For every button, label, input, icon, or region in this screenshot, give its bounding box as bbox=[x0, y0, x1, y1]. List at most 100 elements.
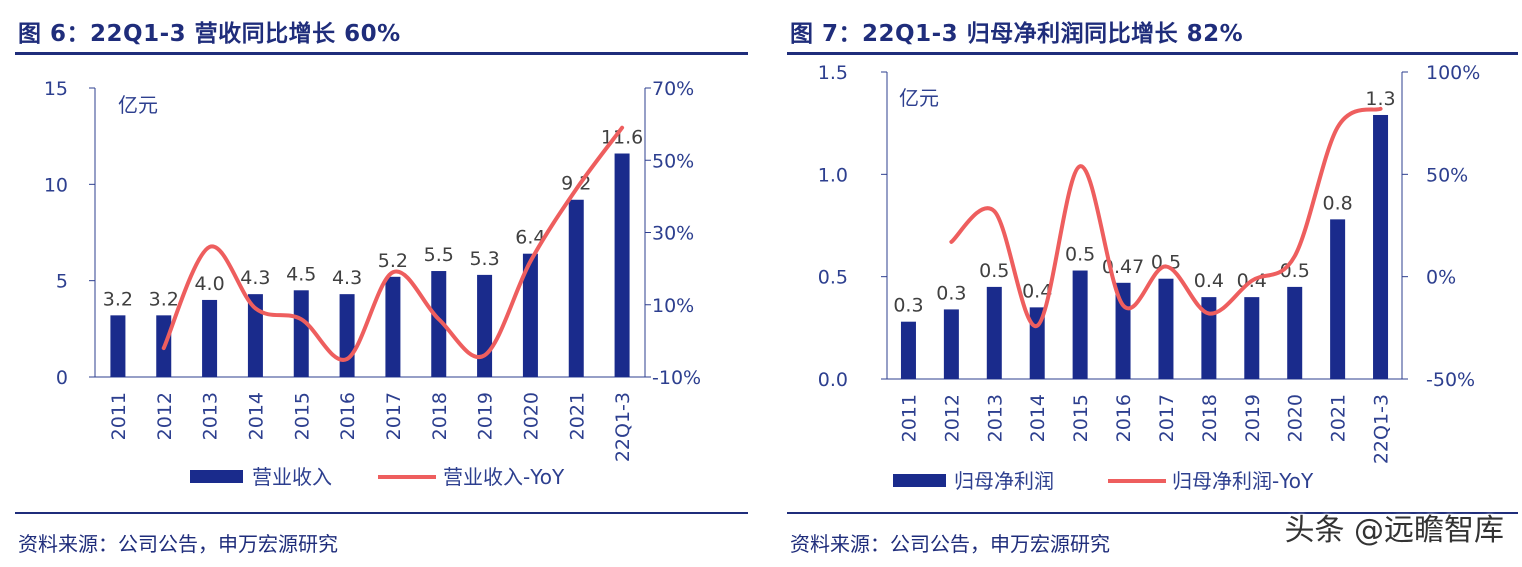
figure-7-panel: 图 7：22Q1-3 归母净利润同比增长 82% 0.0 0.5 1.0 1.5 -50… bbox=[772, 0, 1522, 567]
x-tick-label: 2013 bbox=[984, 394, 1006, 442]
x-tick-label: 2021 bbox=[1328, 394, 1350, 442]
y-tick-label-left: 0.5 bbox=[818, 267, 848, 289]
figure-6-source: 资料来源：公司公告，申万宏源研究 bbox=[18, 532, 338, 556]
figure-6-panel: 图 6：22Q1-3 营收同比增长 60% 0 5 10 15 -10% 10% 30% 50… bbox=[0, 0, 752, 567]
revenue-chart: 0 5 10 15 -10% 10% 30% 50% 70% 亿元 3.2 3.2 4.0 4.3 4.5 4… bbox=[44, 78, 701, 489]
x-tick-label: 2014 bbox=[1027, 394, 1049, 442]
yoy-line bbox=[949, 106, 1383, 328]
bar-value-label: 4.3 bbox=[332, 267, 362, 289]
bar bbox=[986, 286, 1002, 379]
source-divider bbox=[15, 512, 748, 514]
bar bbox=[339, 294, 355, 377]
watermark: 头条 @远瞻智库 bbox=[1284, 513, 1504, 548]
x-tick-label: 2015 bbox=[1070, 394, 1092, 442]
x-tick-label: 2016 bbox=[1113, 394, 1135, 442]
y-tick-label-right: -10% bbox=[652, 367, 701, 389]
bar bbox=[1373, 114, 1389, 379]
bar-value-label: 0.3 bbox=[893, 295, 923, 317]
y-tick-label-left: 1.5 bbox=[818, 62, 848, 84]
figure-7-title: 图 7：22Q1-3 归母净利润同比增长 82% bbox=[790, 21, 1244, 47]
y-tick-label-left: 15 bbox=[44, 78, 68, 100]
source-divider bbox=[787, 512, 1518, 514]
legend-line-label: 营业收入-YoY bbox=[443, 465, 565, 489]
x-tick-label: 22Q1-3 bbox=[1371, 394, 1393, 464]
x-tick-label: 2016 bbox=[337, 392, 359, 440]
y-tick-label-right: 50% bbox=[1426, 164, 1468, 186]
bar bbox=[943, 309, 959, 379]
legend-bar-swatch bbox=[893, 474, 946, 487]
title-divider bbox=[787, 52, 1518, 55]
bar-value-label: 0.5 bbox=[1065, 244, 1095, 266]
bar-value-label: 5.3 bbox=[469, 248, 499, 270]
bar bbox=[900, 321, 916, 379]
bar bbox=[385, 276, 401, 377]
x-tick-label: 22Q1-3 bbox=[612, 392, 634, 462]
bar-value-label: 0.8 bbox=[1323, 192, 1353, 214]
bar bbox=[293, 290, 309, 377]
bar-value-label: 4.5 bbox=[286, 263, 316, 285]
x-tick-label: 2014 bbox=[245, 392, 267, 440]
y-tick-label-left: 0 bbox=[56, 367, 68, 389]
x-tick-label: 2011 bbox=[108, 392, 130, 440]
bar-value-label: 0.5 bbox=[979, 260, 1009, 282]
bar-value-label: 0.5 bbox=[1151, 252, 1181, 274]
bar-value-label: 5.2 bbox=[378, 250, 408, 272]
x-tick-label: 2018 bbox=[1199, 394, 1221, 442]
bar bbox=[247, 294, 263, 377]
y-tick-label-right: 30% bbox=[652, 223, 694, 245]
bar-value-label: 0.4 bbox=[1022, 280, 1052, 302]
bar bbox=[1244, 297, 1260, 379]
bar bbox=[1158, 278, 1174, 379]
x-tick-label: 2020 bbox=[520, 392, 542, 440]
figure-7-source: 资料来源：公司公告，申万宏源研究 bbox=[790, 532, 1110, 556]
title-divider bbox=[15, 52, 748, 55]
legend-bar-label: 营业收入 bbox=[252, 465, 332, 489]
y-tick-label-left: 1.0 bbox=[818, 164, 848, 186]
y-tick-label-right: -50% bbox=[1426, 369, 1475, 391]
legend-bar-label: 归母净利润 bbox=[954, 469, 1054, 493]
bar-value-label: 3.2 bbox=[149, 288, 179, 310]
net-profit-chart: 0.0 0.5 1.0 1.5 -50% 0% 50% 100% 亿元 0.3 0.3 0.5 0.4 0… bbox=[818, 62, 1481, 493]
x-tick-label: 2013 bbox=[200, 392, 222, 440]
y-tick-label-left: 0.0 bbox=[818, 369, 848, 391]
x-tick-label: 2011 bbox=[898, 394, 920, 442]
x-tick-label: 2012 bbox=[154, 392, 176, 440]
bar bbox=[1330, 219, 1346, 379]
bar bbox=[477, 274, 493, 377]
bar-value-label: 1.3 bbox=[1365, 88, 1395, 110]
bar bbox=[522, 253, 538, 377]
x-tick-label: 2012 bbox=[941, 394, 963, 442]
x-tick-label: 2019 bbox=[475, 392, 497, 440]
bar-value-label: 4.3 bbox=[240, 267, 270, 289]
legend-bar-swatch bbox=[190, 470, 243, 483]
y-tick-label-left: 5 bbox=[56, 271, 68, 293]
bar-value-label: 0.3 bbox=[936, 282, 966, 304]
legend-line-label: 归母净利润-YoY bbox=[1172, 469, 1314, 493]
y-tick-label-left: 10 bbox=[44, 174, 68, 196]
unit-label: 亿元 bbox=[118, 93, 158, 117]
y-tick-label-right: 50% bbox=[652, 150, 694, 172]
bar-value-label: 5.5 bbox=[424, 244, 454, 266]
bar bbox=[431, 271, 447, 377]
x-tick-label: 2021 bbox=[566, 392, 588, 440]
bar bbox=[614, 153, 630, 377]
unit-label: 亿元 bbox=[899, 86, 939, 110]
bar-value-label: 6.4 bbox=[515, 227, 545, 249]
bar-value-label: 0.4 bbox=[1194, 270, 1224, 292]
bar bbox=[1201, 297, 1217, 379]
bar bbox=[110, 315, 126, 377]
bar-value-label: 3.2 bbox=[103, 288, 133, 310]
bar bbox=[202, 299, 218, 377]
x-tick-label: 2019 bbox=[1242, 394, 1264, 442]
x-tick-label: 2020 bbox=[1285, 394, 1307, 442]
bar bbox=[1072, 270, 1088, 379]
x-tick-label: 2017 bbox=[383, 392, 405, 440]
x-tick-label: 2015 bbox=[291, 392, 313, 440]
x-tick-label: 2017 bbox=[1156, 394, 1178, 442]
bar-value-label: 4.0 bbox=[194, 273, 224, 295]
y-tick-label-right: 100% bbox=[1426, 62, 1480, 84]
x-tick-label: 2018 bbox=[429, 392, 451, 440]
bar bbox=[1287, 286, 1303, 379]
bar bbox=[568, 199, 584, 377]
figure-6-title: 图 6：22Q1-3 营收同比增长 60% bbox=[18, 21, 401, 47]
